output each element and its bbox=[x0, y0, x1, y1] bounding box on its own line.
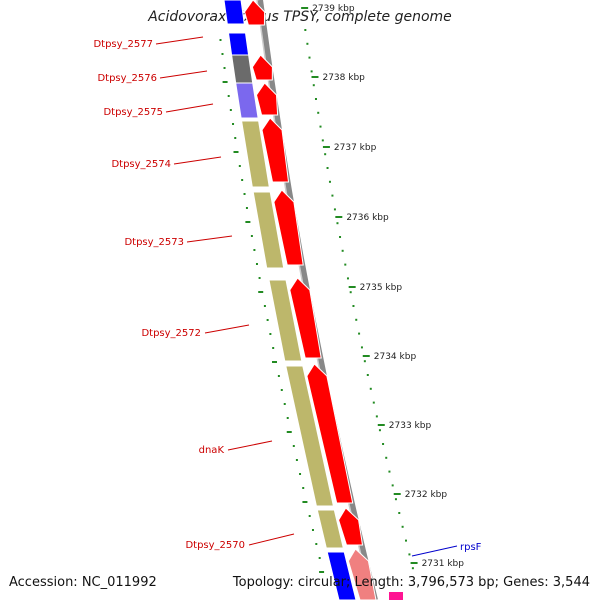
gene-label: Dtpsy_2572 bbox=[141, 328, 201, 339]
scale-label: 2737 kbp bbox=[334, 143, 377, 153]
leader-line bbox=[155, 36, 204, 45]
forward-arrow-2 bbox=[255, 82, 279, 116]
forward-arrow-7 bbox=[338, 507, 364, 546]
reverse-block-9 bbox=[326, 551, 357, 600]
reverse-block-0 bbox=[223, 0, 245, 25]
gene-label: Dtpsy_2577 bbox=[93, 39, 153, 50]
gene-label: rpsF bbox=[460, 542, 482, 553]
magenta-feature bbox=[389, 592, 403, 600]
leader-line bbox=[411, 545, 458, 557]
gene-label: dnaK bbox=[199, 445, 225, 456]
reverse-block-6 bbox=[268, 279, 303, 362]
forward-strand-track bbox=[244, 0, 403, 600]
gene-label: Dtpsy_2574 bbox=[111, 159, 171, 170]
reverse-block-4 bbox=[241, 120, 270, 188]
reverse-block-8 bbox=[316, 509, 344, 549]
scale-label: 2732 kbp bbox=[405, 490, 448, 500]
scale-label: 2731 kbp bbox=[422, 559, 465, 569]
reverse-block-5 bbox=[252, 191, 285, 269]
topology-summary: Topology: circular; Length: 3,796,573 bp… bbox=[232, 575, 590, 590]
leader-line bbox=[227, 440, 273, 451]
scale-dots bbox=[304, 29, 414, 570]
forward-arrow-0 bbox=[244, 0, 266, 26]
genome-title: Acidovorax ebreus TPSY, complete genome bbox=[148, 9, 452, 25]
leader-line bbox=[173, 156, 222, 165]
reverse-strand-track bbox=[223, 0, 357, 600]
reverse-block-1 bbox=[227, 32, 250, 56]
leader-line bbox=[186, 235, 233, 243]
leader-line bbox=[165, 103, 214, 113]
scale-label: 2739 kbp bbox=[312, 4, 355, 14]
leader-line bbox=[204, 324, 250, 334]
forward-arrow-5 bbox=[289, 277, 322, 359]
scale-label: 2733 kbp bbox=[389, 421, 432, 431]
leader-line bbox=[248, 533, 295, 546]
scale-labels: 2739 kbp 2738 kbp 2737 kbp 2736 kbp 2735 kbp… bbox=[301, 4, 464, 569]
forward-arrow-4 bbox=[273, 189, 304, 266]
gene-label: Dtpsy_2576 bbox=[97, 73, 157, 84]
forward-arrow-6 bbox=[306, 363, 354, 504]
gene-label: Dtpsy_2575 bbox=[103, 107, 163, 118]
reverse-block-2 bbox=[231, 54, 254, 84]
scale-label: 2736 kbp bbox=[346, 213, 389, 223]
accession-text: Accession: NC_011992 bbox=[9, 575, 157, 590]
reverse-block-3 bbox=[235, 82, 259, 119]
gene-label: Dtpsy_2570 bbox=[185, 540, 245, 551]
reverse-block-7 bbox=[285, 365, 335, 507]
forward-arrow-3 bbox=[261, 117, 290, 183]
gene-labels: Dtpsy_2577 Dtpsy_2576 Dtpsy_2575 Dtpsy_2574… bbox=[93, 36, 482, 557]
forward-arrow-1 bbox=[251, 54, 273, 81]
scale-label: 2735 kbp bbox=[360, 283, 403, 293]
leader-line bbox=[159, 70, 208, 79]
forward-arrow-8 bbox=[347, 548, 377, 600]
scale-label: 2738 kbp bbox=[322, 73, 365, 83]
gene-label: Dtpsy_2573 bbox=[124, 237, 184, 248]
inner-tick-marks bbox=[219, 39, 325, 573]
scale-label: 2734 kbp bbox=[374, 352, 417, 362]
